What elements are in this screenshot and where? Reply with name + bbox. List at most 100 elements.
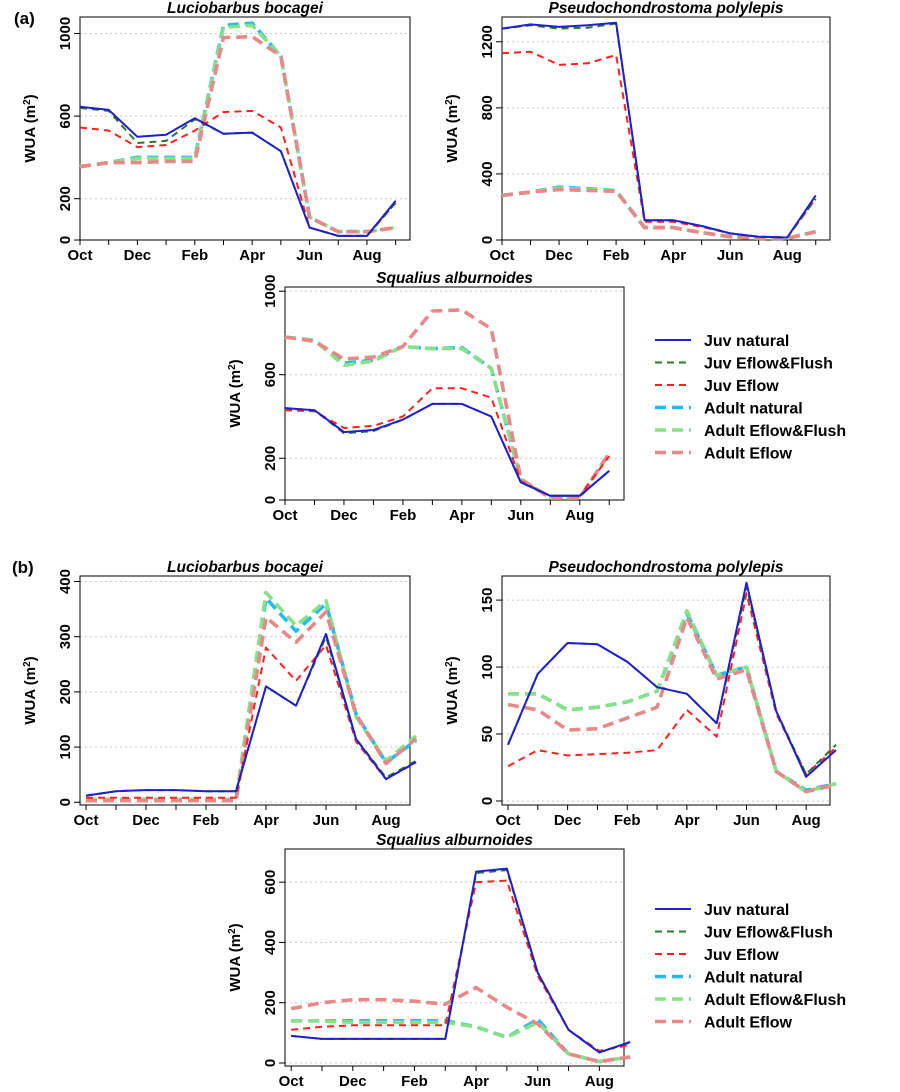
series-line-juv-eflow — [501, 50, 817, 239]
x-tick-label: Apr — [253, 812, 279, 829]
x-tick-label: Aug — [585, 1073, 614, 1090]
y-tick-label: 0 — [262, 1059, 279, 1067]
x-tick-label: Feb — [181, 247, 208, 264]
series-line-juv-eflow — [86, 644, 417, 799]
series-line-juv-natural — [79, 105, 397, 237]
legend-1: Juv natural Juv Eflow&Flush Juv Eflow Adult… — [655, 902, 846, 1032]
series-line-adult-eflow-flush — [501, 186, 817, 241]
x-tick-label: Apr — [463, 1073, 489, 1090]
x-tick-label: Apr — [239, 247, 265, 264]
legend-label: Adult Eflow&Flush — [704, 992, 846, 1009]
panel-title: Luciobarbus bocagei — [167, 0, 324, 17]
panel-title: Pseudochondrostoma polylepis — [548, 559, 783, 576]
series-line-adult-eflow — [284, 308, 611, 500]
x-tick-label: Dec — [330, 507, 358, 524]
y-tick-label: 1000 — [262, 274, 279, 307]
plot-frame — [284, 286, 625, 501]
y-tick-label: 200 — [57, 679, 74, 704]
panel-2: Squalius alburnoides 0 200 600 1000 Oct Dec Feb… — [227, 270, 625, 524]
panel-title: Luciobarbus bocagei — [167, 559, 324, 576]
series-line-juv-natural — [507, 581, 837, 778]
legend-label: Juv Eflow — [704, 947, 779, 964]
x-tick-label: Feb — [390, 507, 417, 524]
x-tick-label: Jun — [733, 812, 760, 829]
series-line-juv-eflow-flush — [284, 402, 610, 497]
x-tick-label: Apr — [660, 247, 686, 264]
legend-label: Juv natural — [704, 902, 789, 919]
series-line-adult-eflow — [79, 34, 396, 234]
series-line-juv-natural — [284, 402, 610, 497]
y-tick-label: 0 — [262, 496, 279, 504]
series-line-adult-natural — [501, 185, 817, 241]
series-line-juv-eflow — [79, 109, 397, 237]
x-tick-label: Oct — [73, 812, 98, 829]
series-line-adult-eflow — [290, 985, 631, 1064]
y-tick-label: 200 — [262, 990, 279, 1015]
x-tick-label: Aug — [773, 247, 802, 264]
series-line-adult-eflow — [86, 610, 418, 803]
y-tick-label: 600 — [57, 104, 74, 129]
y-axis-label: WUA (m2) — [22, 656, 40, 724]
x-tick-label: Jun — [717, 247, 744, 264]
series-line-juv-natural — [85, 632, 417, 797]
x-tick-label: Oct — [489, 247, 514, 264]
y-tick-label: 400 — [262, 930, 279, 955]
x-tick-label: Jun — [296, 247, 323, 264]
y-tick-label: 800 — [479, 95, 496, 120]
panel-title: Pseudochondrostoma polylepis — [548, 0, 783, 17]
legend-label: Adult natural — [704, 970, 803, 987]
series-line-juv-eflow-flush — [507, 585, 837, 776]
series-line-adult-eflow — [501, 187, 817, 241]
y-axis-label: WUA (m2) — [22, 94, 40, 162]
x-tick-label: Jun — [507, 507, 534, 524]
y-axis-label: WUA (m2) — [444, 656, 462, 724]
panel-1: Pseudochondrostoma polylepis 0 400 800 1200 O… — [444, 0, 831, 264]
x-tick-label: Dec — [132, 812, 160, 829]
panel-label: (b) — [12, 558, 34, 577]
y-tick-label: 150 — [479, 588, 496, 613]
y-tick-label: 300 — [57, 624, 74, 649]
series-line-adult-eflow-flush — [291, 1018, 631, 1064]
legend-label: Adult natural — [704, 401, 803, 418]
series-line-adult-natural — [508, 611, 837, 793]
legend-label: Juv Eflow&Flush — [704, 925, 833, 942]
y-tick-label: 600 — [262, 870, 279, 895]
y-tick-label: 50 — [479, 726, 496, 743]
x-tick-label: Oct — [67, 247, 92, 264]
x-tick-label: Apr — [674, 812, 700, 829]
panel-5: Squalius alburnoides 0 200 400 600 Oct Dec Feb A… — [227, 832, 631, 1090]
panel-title: Squalius alburnoides — [376, 832, 533, 849]
series-line-juv-eflow-flush — [85, 635, 417, 797]
y-axis-label: WUA (m2) — [227, 359, 245, 427]
plot-frame — [79, 575, 411, 806]
series-line-adult-eflow-flush — [79, 23, 396, 234]
legend-label: Adult Eflow&Flush — [704, 423, 846, 440]
legend-label: Juv Eflow — [704, 378, 779, 395]
x-tick-label: Feb — [401, 1073, 428, 1090]
y-axis-label: WUA (m2) — [227, 923, 245, 991]
panel-0: (a) Luciobarbus bocagei 0 200 600 1000 Oct Dec F… — [14, 0, 411, 264]
x-tick-label: Jun — [524, 1073, 551, 1090]
y-tick-label: 0 — [57, 798, 74, 806]
x-tick-label: Oct — [495, 812, 520, 829]
panel-4: Pseudochondrostoma polylepis 0 50 100 150 Oct… — [444, 559, 837, 829]
legend-label: Juv Eflow&Flush — [704, 356, 833, 373]
x-tick-label: Aug — [792, 812, 821, 829]
y-tick-label: 200 — [262, 446, 279, 471]
x-tick-label: Aug — [352, 247, 381, 264]
x-tick-label: Feb — [193, 812, 220, 829]
y-tick-label: 100 — [57, 735, 74, 760]
y-tick-label: 1000 — [57, 17, 74, 50]
y-tick-label: 100 — [479, 655, 496, 680]
x-tick-label: Oct — [279, 1073, 304, 1090]
x-tick-label: Dec — [545, 247, 573, 264]
y-tick-label: 1200 — [479, 25, 496, 58]
series-line-adult-natural — [86, 596, 418, 802]
panel-label: (a) — [14, 9, 35, 28]
y-tick-label: 0 — [479, 797, 496, 805]
series-line-juv-eflow — [507, 592, 837, 776]
legend-0: Juv natural Juv Eflow&Flush Juv Eflow Adult… — [655, 333, 846, 463]
series-line-adult-eflow-flush — [284, 335, 611, 500]
y-tick-label: 0 — [57, 236, 74, 244]
